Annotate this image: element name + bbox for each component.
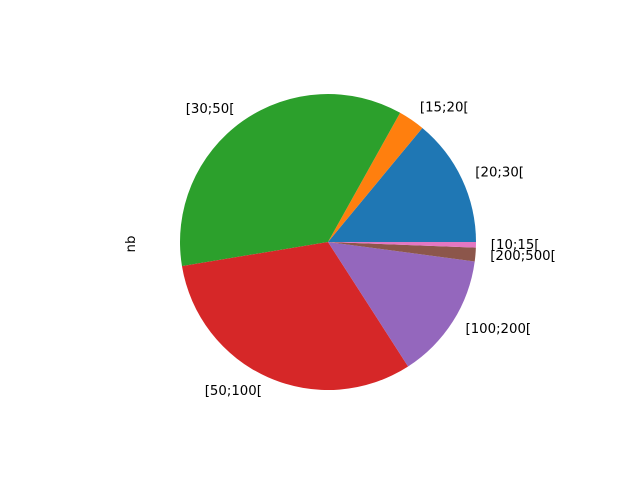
pie-slice-10-15 [328,242,476,248]
pie-slice-100-200 [328,242,475,367]
pie-labels: [20;30[ [15;20[ [30;50[ [50;100[ [100;200[ [2… [186,101,556,399]
pie-slice-15-20 [328,112,423,242]
pie-label-20-30: [20;30[ [475,166,524,181]
pie-label-15-20: [15;20[ [420,101,469,116]
pie-slice-200-500 [328,242,476,262]
pie-label-10-15: [10;15[ [491,238,540,253]
pie-label-30-50: [30;50[ [186,102,235,117]
pie-label-100-200: [100;200[ [466,322,532,337]
pie-slice-30-50 [180,94,401,267]
pie-slice-50-100 [181,242,409,391]
pie-label-50-100: [50;100[ [205,384,262,399]
y-axis-label: nb [124,236,139,253]
pie-wedges [180,94,476,391]
pie-label-200-500: [200;500[ [490,249,556,264]
pie-slice-20-30 [328,127,476,242]
